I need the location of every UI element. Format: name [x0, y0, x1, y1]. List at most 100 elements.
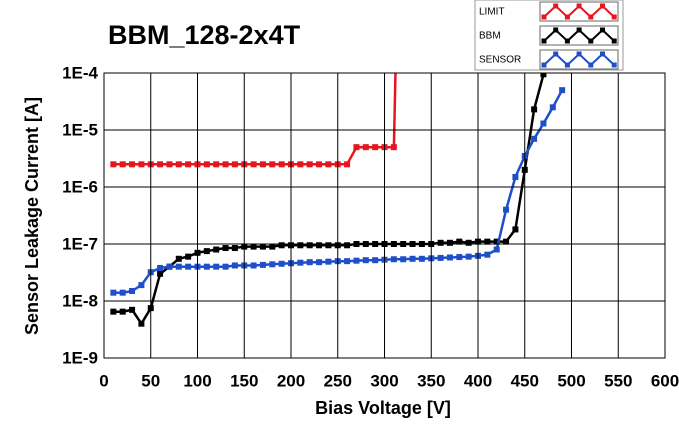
data-point — [231, 245, 238, 252]
legend-label: SENSOR — [479, 55, 521, 66]
data-point — [344, 242, 351, 249]
chart-title: BBM_128-2x4T — [108, 20, 301, 50]
data-point — [222, 263, 229, 270]
data-point — [465, 239, 472, 246]
data-point — [157, 264, 164, 271]
x-tick-label: 150 — [230, 371, 258, 390]
data-point — [456, 254, 463, 261]
legend-swatch-marker — [564, 38, 570, 44]
data-point — [362, 144, 369, 151]
data-point — [446, 254, 453, 261]
y-tick-label: 1E-9 — [62, 348, 98, 367]
data-point — [250, 262, 257, 269]
data-point — [484, 238, 491, 245]
data-point — [213, 246, 220, 253]
data-point — [306, 161, 313, 168]
data-point — [119, 289, 126, 296]
data-point — [409, 255, 416, 262]
data-point — [456, 238, 463, 245]
data-point — [129, 161, 136, 168]
legend-swatch-marker — [611, 14, 617, 20]
legend-label: LIMIT — [479, 7, 505, 18]
data-point — [166, 161, 173, 168]
data-point — [316, 161, 323, 168]
legend-swatch-marker — [564, 62, 570, 68]
data-point — [484, 251, 491, 258]
y-axis-label: Sensor Leakage Current [A] — [22, 97, 42, 335]
data-point — [203, 248, 210, 255]
data-point — [512, 226, 519, 233]
data-point — [250, 243, 257, 250]
x-tick-label: 350 — [417, 371, 445, 390]
x-tick-label: 250 — [324, 371, 352, 390]
data-point — [390, 256, 397, 263]
legend-label: BBM — [479, 31, 501, 42]
legend-swatch-marker — [576, 51, 582, 57]
legend-swatch-marker — [553, 27, 559, 33]
x-tick-label: 50 — [141, 371, 160, 390]
data-point — [549, 104, 556, 111]
data-point — [344, 161, 351, 168]
data-point — [250, 161, 257, 168]
data-point — [278, 161, 285, 168]
legend-swatch-marker — [588, 38, 594, 44]
data-point — [540, 120, 547, 127]
data-point — [297, 161, 304, 168]
data-point — [306, 242, 313, 249]
data-point — [278, 260, 285, 267]
data-point — [269, 261, 276, 268]
legend-swatch-marker — [611, 62, 617, 68]
data-point — [119, 161, 126, 168]
data-point — [222, 245, 229, 252]
data-point — [175, 161, 182, 168]
legend-swatch-box — [539, 1, 619, 22]
data-point — [203, 263, 210, 270]
data-point — [559, 87, 566, 94]
data-point — [325, 161, 332, 168]
data-point — [394, 13, 400, 19]
legend-swatch-marker — [588, 14, 594, 20]
x-tick-label: 600 — [651, 371, 679, 390]
legend-swatch-marker — [541, 62, 547, 68]
data-point — [259, 243, 266, 250]
data-point — [175, 255, 182, 262]
y-tick-label: 1E-8 — [62, 291, 98, 310]
data-point — [465, 253, 472, 260]
legend-swatch-marker — [600, 51, 605, 57]
data-point — [129, 287, 136, 294]
data-point — [213, 263, 220, 270]
data-point — [325, 258, 332, 265]
data-point — [110, 308, 117, 315]
x-tick-label: 500 — [557, 371, 585, 390]
y-tick-label: 1E-4 — [62, 63, 98, 82]
data-point — [259, 161, 266, 168]
data-point — [540, 73, 547, 78]
x-axis-label: Bias Voltage [V] — [315, 398, 451, 418]
data-point — [157, 270, 164, 277]
data-point — [503, 238, 510, 245]
data-point — [344, 258, 351, 265]
data-point — [446, 239, 453, 246]
data-point — [138, 282, 145, 289]
data-point — [503, 206, 510, 213]
legend-swatch-marker — [611, 38, 617, 44]
data-point — [138, 320, 145, 327]
data-point — [213, 161, 220, 168]
legend-swatch-marker — [576, 27, 582, 33]
data-point — [400, 256, 407, 263]
y-tick-label: 1E-6 — [62, 177, 98, 196]
data-point — [110, 161, 117, 168]
legend-swatch-marker — [541, 38, 547, 44]
data-point — [531, 106, 538, 113]
data-point — [316, 259, 323, 266]
data-point — [372, 144, 379, 151]
data-point — [325, 242, 332, 249]
x-tick-label: 300 — [370, 371, 398, 390]
legend-swatch-box — [539, 49, 619, 70]
y-tick-label: 1E-7 — [62, 234, 98, 253]
x-tick-label: 200 — [277, 371, 305, 390]
legend-swatch-box — [539, 25, 619, 46]
data-point — [512, 173, 519, 180]
data-point — [231, 262, 238, 269]
